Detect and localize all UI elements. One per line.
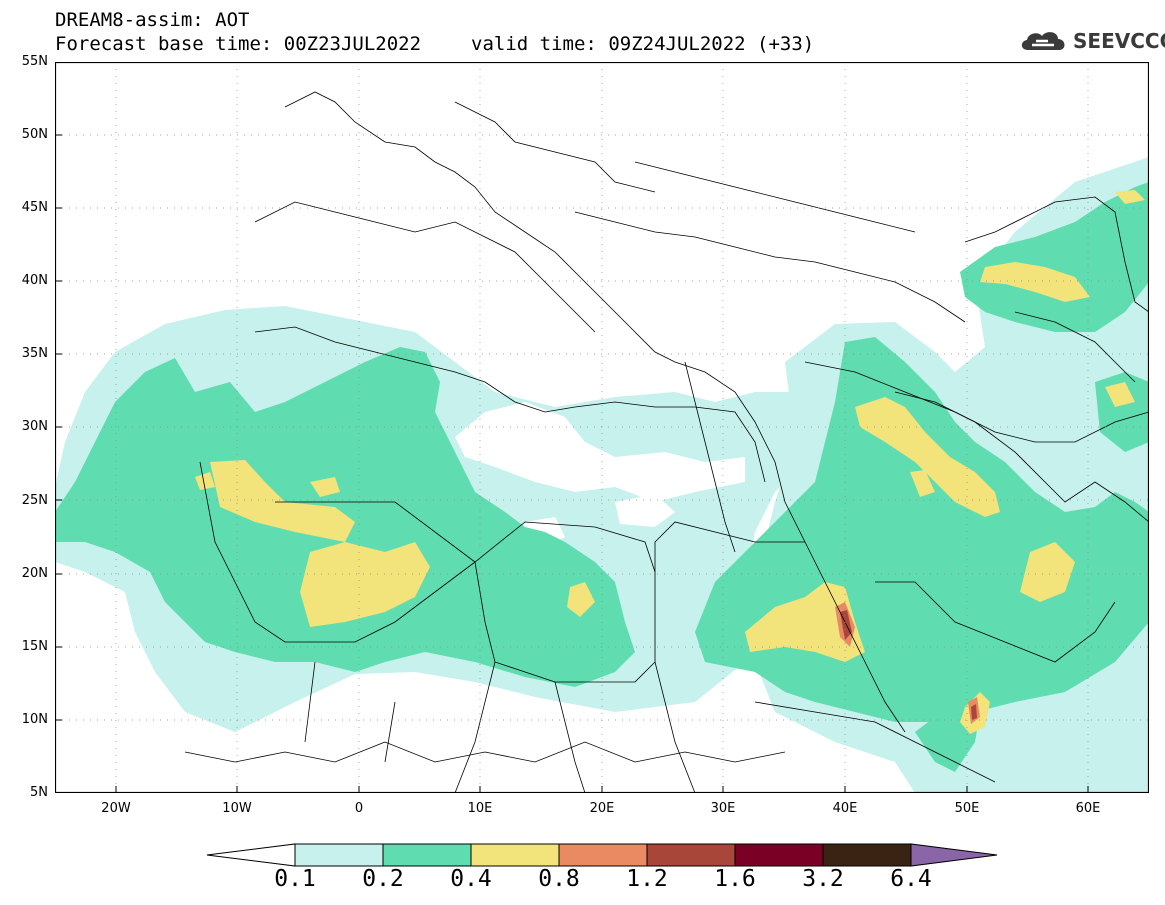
country-borders bbox=[184, 91, 1149, 793]
lat-label: 25N bbox=[21, 493, 48, 508]
map-frame bbox=[55, 62, 1149, 793]
lat-label: 10N bbox=[21, 712, 48, 727]
aot-region-high-2 bbox=[300, 542, 430, 627]
aot-region-high-4 bbox=[855, 397, 1000, 517]
graticule bbox=[55, 62, 1149, 793]
lon-label: 60E bbox=[1075, 801, 1101, 816]
lat-label: 35N bbox=[21, 346, 48, 361]
logo-text: SEEVCCC bbox=[1073, 29, 1165, 53]
lon-label: 20W bbox=[101, 801, 131, 816]
lon-label: 50E bbox=[954, 801, 980, 816]
colorbar-bin bbox=[470, 843, 560, 867]
lat-label: 50N bbox=[21, 127, 48, 142]
lon-label: 0 bbox=[354, 801, 364, 816]
aot-map bbox=[55, 62, 1149, 793]
colorbar-label: 0.1 bbox=[274, 866, 316, 892]
aot-region-mid-caspian bbox=[960, 182, 1149, 332]
colorbar-label: 3.2 bbox=[802, 866, 844, 892]
lon-label: 10E bbox=[467, 801, 493, 816]
lat-label: 55N bbox=[21, 54, 48, 69]
colorbar-label: 0.4 bbox=[450, 866, 492, 892]
colorbar-label: 6.4 bbox=[890, 866, 932, 892]
colorbar-label: 1.2 bbox=[626, 866, 668, 892]
colorbar-high-arrow bbox=[910, 843, 998, 867]
lat-label: 40N bbox=[21, 273, 48, 288]
lat-label: 45N bbox=[21, 200, 48, 215]
base-time: Forecast base time: 00Z23JUL2022 bbox=[55, 33, 422, 55]
valid-time: valid time: 09Z24JUL2022 (+33) bbox=[471, 33, 815, 55]
cloud-logo-icon bbox=[1021, 32, 1065, 50]
axis-ticks bbox=[55, 134, 1089, 793]
colorbar-label: 1.6 bbox=[714, 866, 756, 892]
map-title: DREAM8-assim: AOT bbox=[55, 9, 250, 31]
colorbar-bin bbox=[382, 843, 472, 867]
colorbar-bin bbox=[822, 843, 912, 867]
time-info: Forecast base time: 00Z23JUL2022 valid ti… bbox=[55, 33, 814, 55]
colorbar bbox=[206, 843, 998, 867]
lat-label: 15N bbox=[21, 639, 48, 654]
colorbar-label: 0.8 bbox=[538, 866, 580, 892]
lat-label: 30N bbox=[21, 419, 48, 434]
lon-label: 10W bbox=[222, 801, 252, 816]
lon-label: 40E bbox=[832, 801, 858, 816]
aot-region-high-1 bbox=[210, 460, 355, 542]
colorbar-bin bbox=[294, 843, 384, 867]
colorbar-label: 0.2 bbox=[362, 866, 404, 892]
lon-label: 20E bbox=[589, 801, 615, 816]
colorbar-bin bbox=[734, 843, 824, 867]
lat-label: 20N bbox=[21, 566, 48, 581]
lon-label: 30E bbox=[710, 801, 736, 816]
colorbar-low-arrow bbox=[206, 843, 296, 867]
lat-label: 5N bbox=[30, 785, 48, 800]
colorbar-bin bbox=[558, 843, 648, 867]
aot-contours bbox=[55, 62, 1149, 793]
colorbar-bin bbox=[646, 843, 736, 867]
